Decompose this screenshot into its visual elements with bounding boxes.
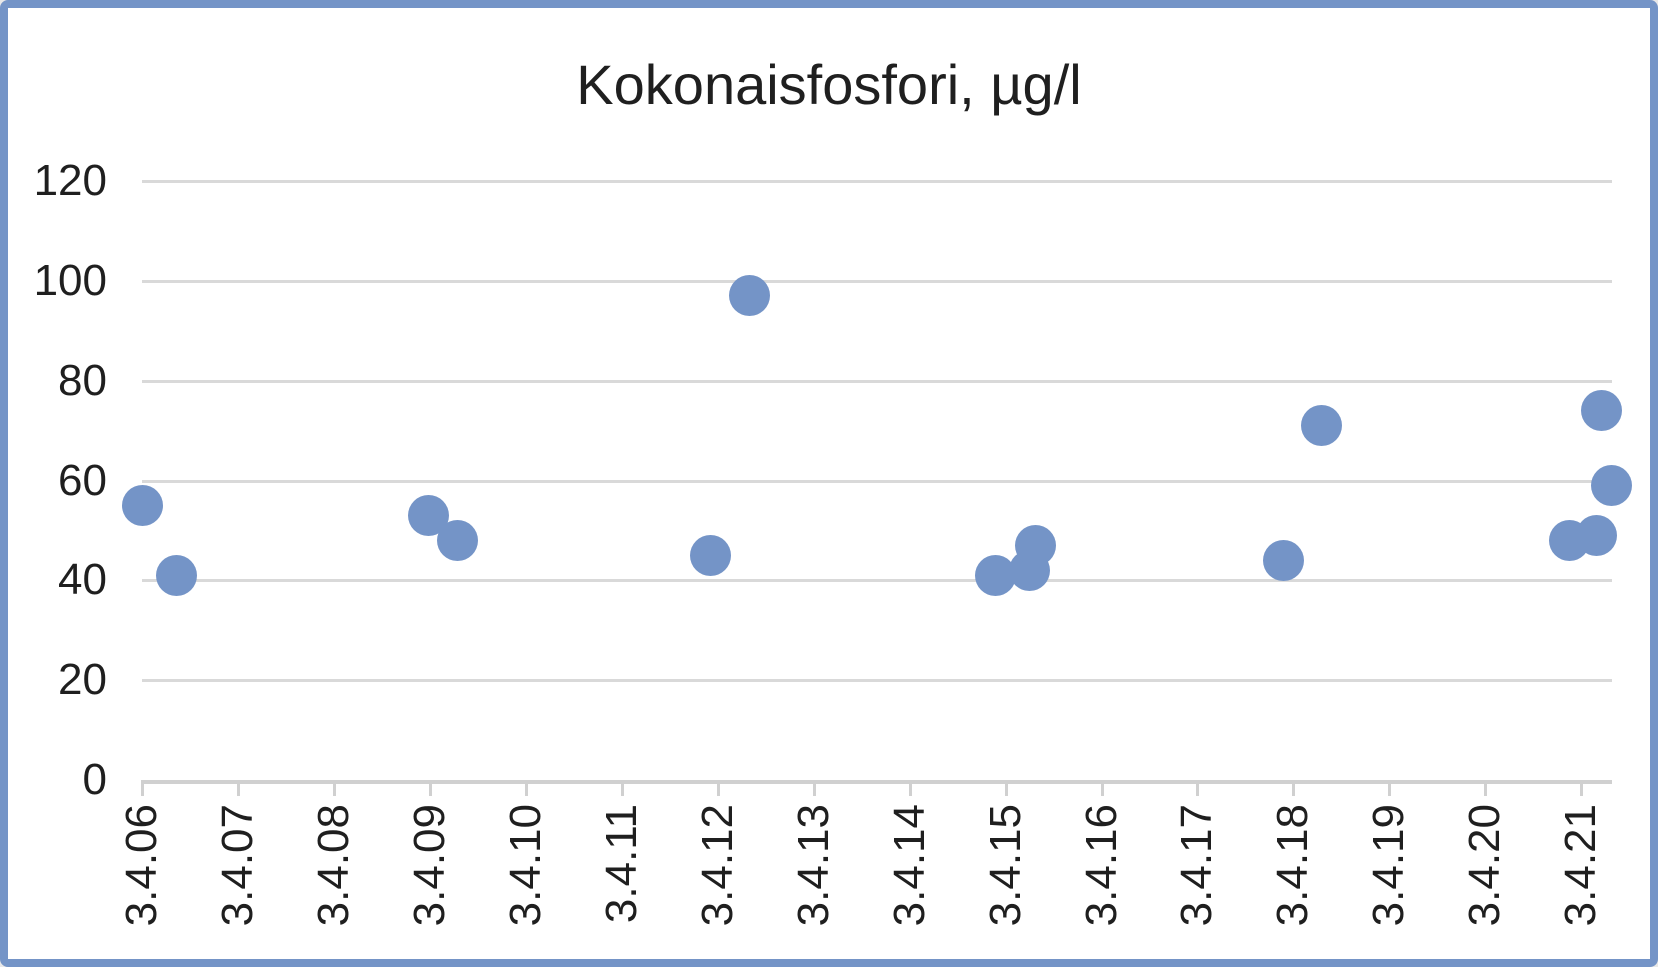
x-tick-label: 3.4.17 <box>1172 804 1222 927</box>
x-tick-label: 3.4.09 <box>404 804 454 927</box>
scatter-point[interactable] <box>974 554 1016 596</box>
x-axis-tick <box>1388 780 1392 796</box>
x-tick-label: 3.4.14 <box>884 804 934 927</box>
x-tick-label: 3.4.13 <box>788 804 838 927</box>
x-axis-tick <box>1484 780 1488 796</box>
x-axis-tick <box>1292 780 1296 796</box>
x-axis-tick <box>1100 780 1104 796</box>
gridline <box>142 679 1612 683</box>
x-axis-line <box>142 780 1612 784</box>
scatter-point[interactable] <box>728 275 770 317</box>
x-axis-tick <box>620 780 624 796</box>
y-tick-label: 120 <box>33 156 107 205</box>
gridline <box>142 180 1612 183</box>
x-axis-tick <box>236 780 240 796</box>
x-tick-label: 3.4.19 <box>1364 804 1414 927</box>
x-tick-label: 3.4.20 <box>1460 804 1510 927</box>
gridline <box>142 479 1612 483</box>
y-tick-label: 20 <box>58 655 107 705</box>
scatter-point[interactable] <box>1263 539 1305 581</box>
x-axis-tick <box>1580 780 1584 796</box>
scatter-point[interactable] <box>1576 514 1618 556</box>
gridline <box>142 279 1612 283</box>
x-axis-tick <box>141 780 144 796</box>
x-tick-label: 3.4.12 <box>692 804 742 927</box>
x-axis-tick <box>812 780 816 796</box>
x-axis-tick <box>1004 780 1008 796</box>
scatter-point[interactable] <box>437 519 479 561</box>
gridline <box>142 579 1612 583</box>
x-tick-label: 3.4.08 <box>308 804 358 927</box>
x-tick-label: 3.4.11 <box>596 804 646 924</box>
y-tick-label: 40 <box>58 555 107 605</box>
x-axis-tick <box>716 780 720 796</box>
x-tick-label: 3.4.18 <box>1268 804 1318 927</box>
scatter-point[interactable] <box>689 534 731 576</box>
y-tick-label: 0 <box>82 755 107 804</box>
x-tick-label: 3.4.16 <box>1076 804 1126 927</box>
chart-title: Kokonaisfosfori, µg/l <box>576 53 1082 116</box>
gridline <box>142 379 1612 383</box>
scatter-point[interactable] <box>1580 390 1622 432</box>
y-tick-label: 60 <box>58 455 107 505</box>
x-tick-label: 3.4.07 <box>212 804 262 927</box>
x-tick-label: 3.4.06 <box>117 804 166 927</box>
scatter-point[interactable] <box>1300 405 1342 447</box>
x-axis-tick <box>428 780 432 796</box>
x-axis-tick <box>1196 780 1200 796</box>
scatter-point[interactable] <box>156 554 198 596</box>
x-tick-label: 3.4.21 <box>1556 804 1606 927</box>
x-axis-tick <box>332 780 336 796</box>
x-axis-tick <box>908 780 912 796</box>
x-tick-label: 3.4.10 <box>500 804 550 927</box>
x-axis-tick <box>524 780 528 796</box>
y-tick-label: 80 <box>58 355 107 405</box>
scatter-point[interactable] <box>121 484 163 526</box>
y-tick-label: 100 <box>33 255 107 305</box>
x-tick-label: 3.4.15 <box>980 804 1030 927</box>
scatter-point[interactable] <box>1014 524 1056 566</box>
scatter-point[interactable] <box>1590 464 1632 506</box>
